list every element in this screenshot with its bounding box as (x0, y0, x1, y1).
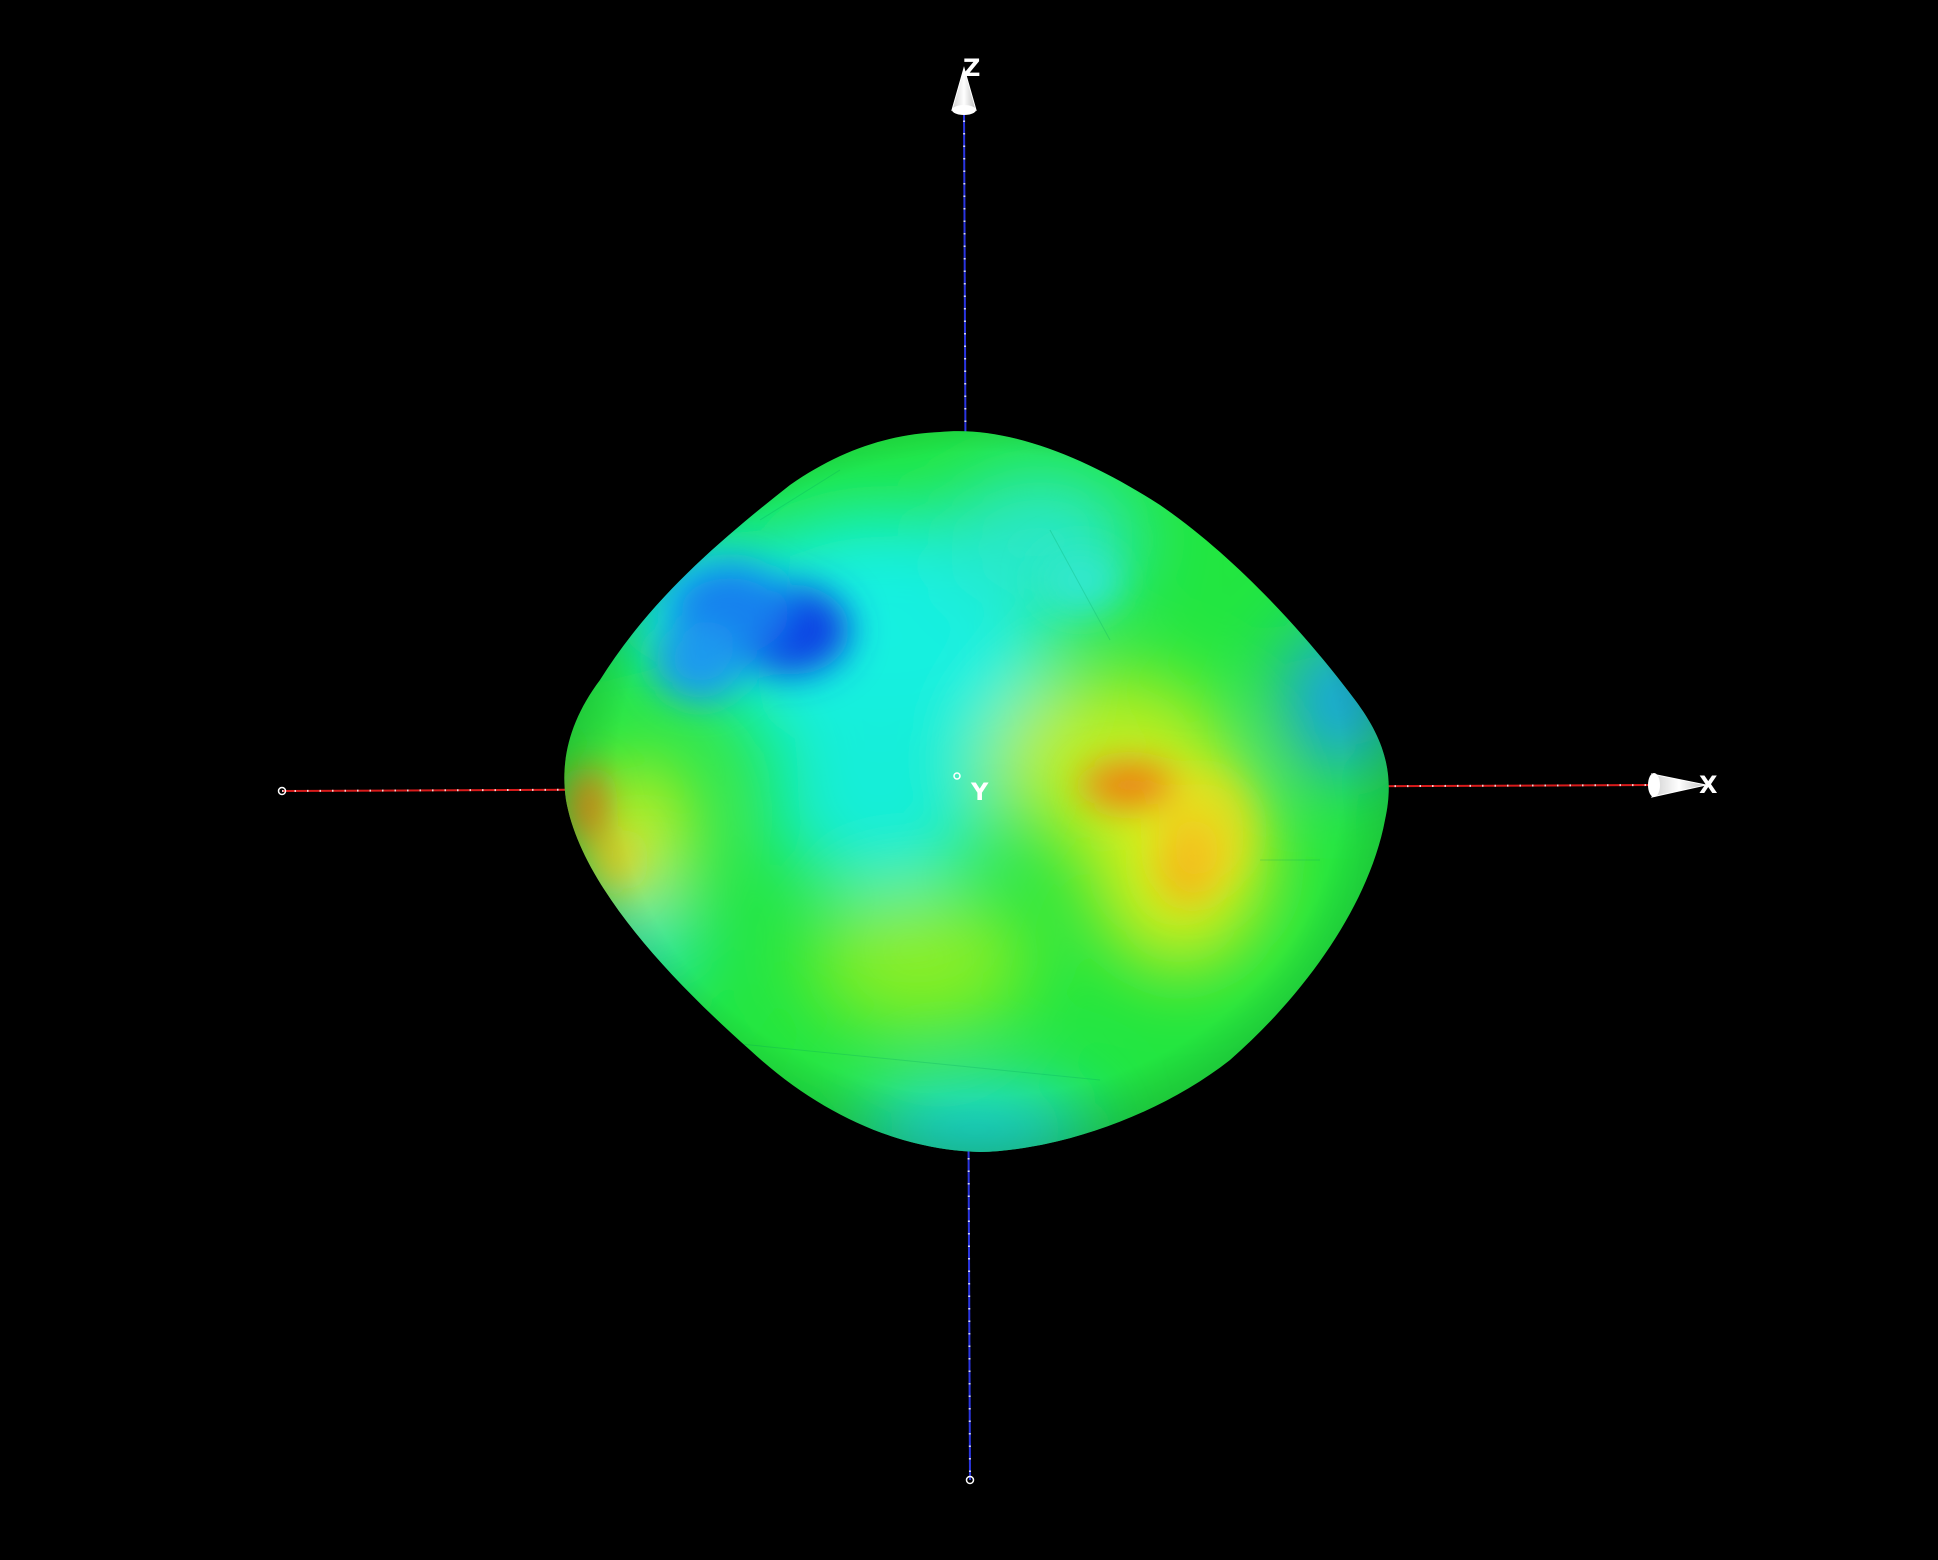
z-axis-arrow: Z (951, 54, 980, 115)
z-axis-end-marker (965, 1475, 975, 1485)
x-axis-arrow: X (1648, 771, 1718, 799)
y-axis: Y (953, 772, 989, 806)
x-axis-label: X (1699, 771, 1718, 799)
z-axis-label: Z (963, 54, 980, 82)
y-axis-label: Y (970, 778, 989, 806)
y-axis-marker (953, 772, 961, 780)
x-axis-origin-marker (277, 786, 287, 796)
